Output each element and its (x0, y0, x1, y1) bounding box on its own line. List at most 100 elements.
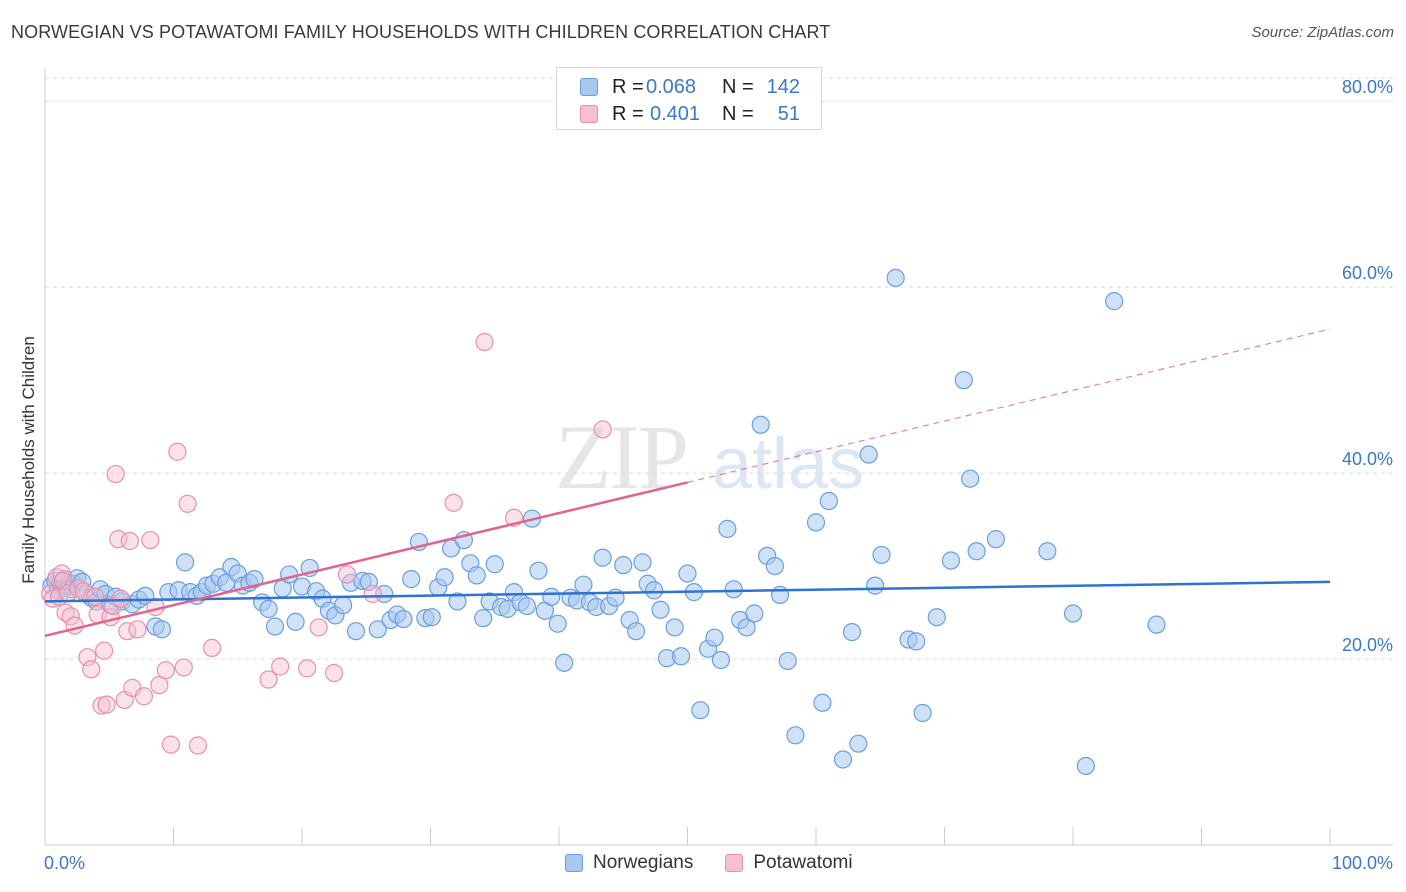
legend-label-potawatomi: Potawatomi (753, 852, 853, 873)
norwegians-point (765, 556, 784, 576)
norwegians-point (265, 617, 285, 636)
norwegians-point (346, 622, 366, 641)
norwegians-point (467, 566, 486, 585)
potawatomi-point (128, 620, 147, 639)
legend-item-norwegians[interactable]: Norwegians (565, 852, 693, 874)
norwegians-point (334, 596, 353, 615)
norwegians-point (986, 530, 1006, 549)
potawatomi-point (593, 420, 612, 439)
norwegians-point (806, 513, 826, 532)
norwegians-point (548, 614, 567, 633)
norwegians-point (833, 750, 853, 769)
chart-title: NORWEGIAN VS POTAWATOMI FAMILY HOUSEHOLD… (11, 22, 831, 42)
potawatomi-point (168, 442, 187, 461)
norwegians-point (1076, 756, 1095, 776)
norwegians-point (485, 555, 504, 574)
potawatomi-point (134, 687, 154, 706)
watermark-atlas: atlas (712, 424, 864, 504)
potawatomi-point (106, 464, 125, 484)
potawatomi-point (188, 736, 208, 755)
potawatomi-point (259, 670, 278, 689)
y-tick-label: 20.0% (1342, 635, 1393, 655)
norwegians-point (593, 548, 612, 567)
norwegians-point (394, 609, 413, 629)
y-tick-label: 80.0% (1342, 77, 1393, 97)
norwegians-point (849, 734, 868, 753)
potawatomi-point (104, 596, 123, 616)
norwegians-point (671, 647, 691, 666)
potawatomi-point (178, 494, 197, 513)
norwegians-point (448, 592, 467, 611)
norwegians-point (368, 620, 387, 639)
x-tick-label-start: 0.0% (44, 853, 85, 873)
norwegians-point (555, 653, 574, 672)
norwegians-point (711, 650, 731, 670)
norwegians-point (745, 604, 764, 623)
norwegians-point (245, 570, 264, 589)
norwegians-point (435, 568, 454, 587)
norwegians-point (718, 519, 737, 539)
n-value: 142 (766, 75, 800, 98)
watermark-zip: ZIP (555, 406, 687, 508)
potawatomi-points (41, 332, 612, 755)
norwegians-point (961, 469, 980, 488)
norwegians-point (614, 556, 633, 575)
y-tick-label: 40.0% (1342, 449, 1393, 469)
norwegians-point (286, 612, 305, 631)
potawatomi-point (53, 571, 73, 591)
stats-legend: R = 0.068 N = 142 R = 0.401 N = 51 (556, 67, 822, 130)
potawatomi-point (95, 641, 114, 660)
potawatomi-legend-swatch (725, 854, 744, 872)
n-label: N = (722, 102, 754, 125)
potawatomi-point (156, 661, 175, 680)
norwegians-point (678, 564, 697, 583)
norwegians-point (691, 701, 710, 720)
norwegians-point (1147, 615, 1166, 634)
legend-item-potawatomi[interactable]: Potawatomi (725, 852, 853, 874)
norwegians-point (705, 628, 724, 647)
potawatomi-point (271, 657, 290, 676)
potawatomi-point (444, 493, 463, 512)
potawatomi-point (174, 658, 193, 677)
norwegians-point (633, 553, 652, 572)
norwegians-point (913, 703, 932, 723)
potawatomi-point (78, 648, 97, 667)
norwegians-point (842, 622, 862, 642)
potawatomi-point (337, 565, 357, 584)
norwegians-point (737, 618, 756, 637)
norwegians-point (152, 620, 172, 639)
potawatomi-point (97, 695, 116, 714)
norwegians-point (175, 553, 195, 572)
potawatomi-point (61, 607, 80, 626)
y-axis-label: Family Households with Children (19, 336, 38, 584)
norwegians-legend-swatch (565, 854, 583, 872)
potawatomi-point (363, 584, 382, 604)
norwegians-swatch (580, 78, 598, 96)
norwegians-point (778, 651, 797, 671)
norwegians-point (626, 622, 646, 641)
r-label: R = (612, 75, 644, 98)
stats-row-norwegians: R = 0.068 N = 142 (580, 73, 800, 101)
norwegians-point (724, 580, 743, 599)
norwegians-point (280, 565, 299, 584)
norwegians-point (574, 575, 593, 594)
norwegians-point (1038, 542, 1057, 561)
potawatomi-point (109, 530, 128, 549)
norwegians-point (644, 581, 664, 600)
potawatomi-point (69, 579, 88, 598)
potawatomi-point (65, 616, 84, 635)
potawatomi-swatch (580, 105, 598, 123)
norwegians-point (813, 693, 832, 712)
potawatomi-point (325, 663, 344, 683)
norwegians-point (886, 268, 905, 287)
norwegians-point (751, 415, 770, 434)
potawatomi-point (309, 618, 328, 637)
potawatomi-point (475, 332, 494, 352)
bottom-legend: Norwegians Potawatomi (565, 852, 885, 874)
norwegians-point (474, 609, 493, 628)
potawatomi-point (161, 735, 181, 754)
norwegians-point (819, 491, 838, 511)
source-label: Source: ZipAtlas.com (1251, 24, 1394, 41)
norwegians-trend-line (44, 580, 1331, 603)
